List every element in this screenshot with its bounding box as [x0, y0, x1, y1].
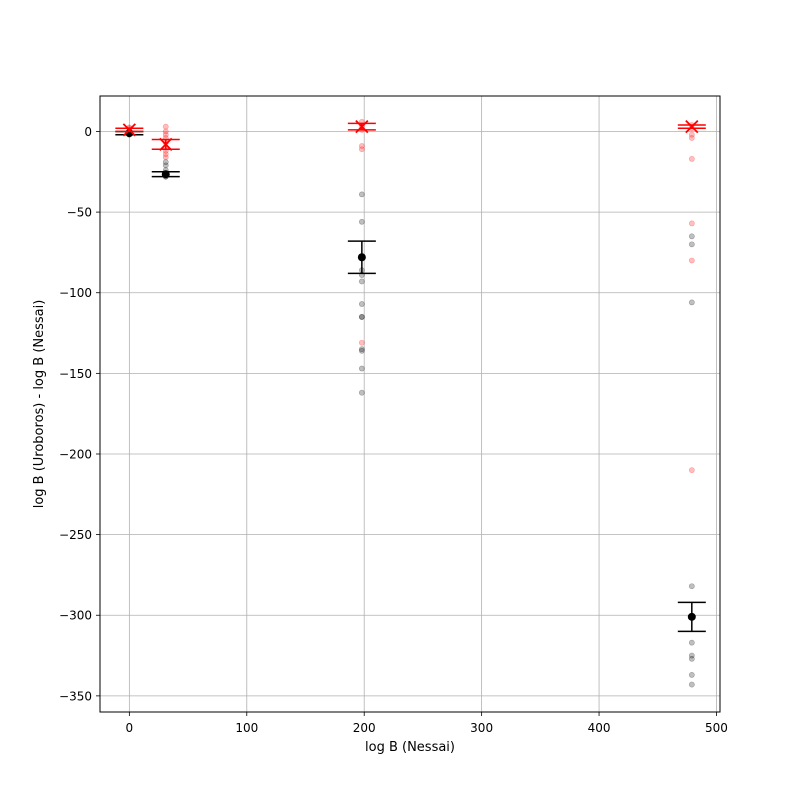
black-sample-point: [358, 314, 365, 320]
black-sample-point: [688, 583, 695, 590]
y-tick-label: −50: [67, 206, 92, 220]
x-tick-label: 0: [126, 721, 134, 735]
x-axis-label: log B (Nessai): [365, 740, 455, 755]
red-sample-point: [162, 151, 169, 157]
plot-area-frame: [99, 95, 721, 713]
y-tick-label: −150: [59, 367, 92, 381]
x-tick-label: 400: [588, 721, 611, 735]
black-mean-point: [687, 612, 696, 621]
grid: [100, 96, 720, 712]
red-sample-point: [688, 131, 695, 138]
black-sample-point: [358, 191, 365, 198]
red-sample-point: [688, 155, 695, 162]
red-sample-point: [162, 123, 169, 130]
black-sample-point: [162, 162, 169, 169]
red-mean-x-marker: [355, 120, 369, 134]
black-sample-point: [358, 314, 365, 320]
black-sample-point: [358, 365, 365, 372]
black-sample-point: [688, 233, 695, 240]
y-tick-label: −250: [59, 528, 92, 542]
black-sample-point: [688, 652, 695, 659]
black-sample-point: [688, 299, 695, 306]
y-tick-label: −100: [59, 286, 92, 300]
black-mean-point: [357, 253, 366, 262]
black-sample-point: [358, 347, 365, 354]
red-sample-point: [162, 128, 169, 135]
black-sample-point: [688, 672, 695, 678]
red-sample-point: [358, 339, 365, 346]
y-tick-label: −300: [59, 609, 92, 623]
y-tick-label: 0: [84, 125, 92, 139]
black-sample-point: [688, 639, 695, 646]
black-sample-point: [688, 241, 695, 248]
black-sample-point: [688, 681, 695, 688]
red-sample-point: [162, 154, 169, 161]
red-sample-point: [688, 467, 695, 474]
red-sample-point: [688, 257, 695, 264]
black-sample-point: [358, 278, 365, 285]
black-sample-point: [358, 346, 365, 353]
x-tick-label: 500: [705, 721, 728, 735]
red-mean-x-marker: [685, 120, 699, 134]
x-tick-label: 200: [353, 721, 376, 735]
black-sample-point: [688, 655, 695, 662]
red-mean-x-marker: [159, 137, 173, 152]
black-sample-point: [358, 301, 365, 307]
black-sample-point: [358, 218, 365, 225]
black-sample-point: [162, 159, 169, 166]
red-mean-x-marker: [122, 123, 136, 137]
red-sample-point: [162, 131, 169, 138]
summary-points: [115, 120, 706, 633]
red-sample-point: [358, 143, 365, 149]
y-axis-label: log B (Uroboros) - log B (Nessai): [32, 300, 47, 509]
red-sample-point: [688, 220, 695, 227]
x-tick-label: 300: [470, 721, 493, 735]
red-sample-point: [358, 146, 365, 153]
y-tick-label: −200: [59, 447, 92, 461]
black-sample-point: [358, 389, 365, 396]
black-mean-point: [161, 170, 170, 179]
red-sample-point: [688, 135, 695, 141]
x-tick-label: 100: [235, 721, 258, 735]
y-tick-label: −350: [59, 689, 92, 703]
axis-ticks: 0 100 200 300 400 500 0 −50 −100 −150 −200 −250 −300…: [59, 125, 728, 735]
